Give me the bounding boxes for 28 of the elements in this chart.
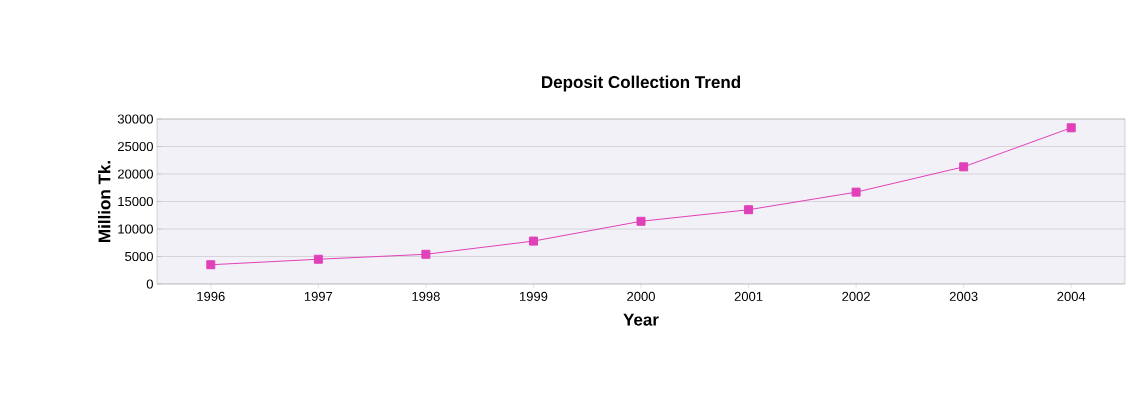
y-tick-label: 25000 <box>117 141 153 152</box>
x-tick-label: 1999 <box>519 291 548 301</box>
point <box>1066 123 1076 133</box>
point <box>744 205 754 215</box>
x-tick-label: 2001 <box>734 291 763 301</box>
y-tick-label: 5000 <box>125 251 153 262</box>
point <box>959 162 969 172</box>
y-tick-label: 0 <box>146 279 153 289</box>
y-tick-label: 10000 <box>118 224 153 234</box>
x-tick-label: 1998 <box>412 291 440 301</box>
x-tick-label: 2003 <box>949 291 978 301</box>
point <box>528 236 538 246</box>
y-tick-label: 30000 <box>117 114 153 124</box>
point <box>206 260 216 270</box>
y-tick-label: 15000 <box>118 196 153 207</box>
chart-title: Deposit Collection Trend <box>542 75 741 92</box>
point <box>421 249 431 259</box>
x-tick-label: 2004 <box>1057 291 1086 301</box>
x-tick-label: 2002 <box>842 291 870 301</box>
x-tick-label: 1997 <box>304 291 333 301</box>
x-tick-label: 1996 <box>197 291 225 301</box>
point <box>313 254 323 264</box>
y-tick-label: 20000 <box>117 169 153 179</box>
x-axis-title: Year <box>623 313 659 326</box>
y-axis-title: Million Tk. <box>97 161 111 242</box>
x-tick-label: 2000 <box>627 291 655 301</box>
point <box>851 187 861 197</box>
point <box>636 216 646 226</box>
